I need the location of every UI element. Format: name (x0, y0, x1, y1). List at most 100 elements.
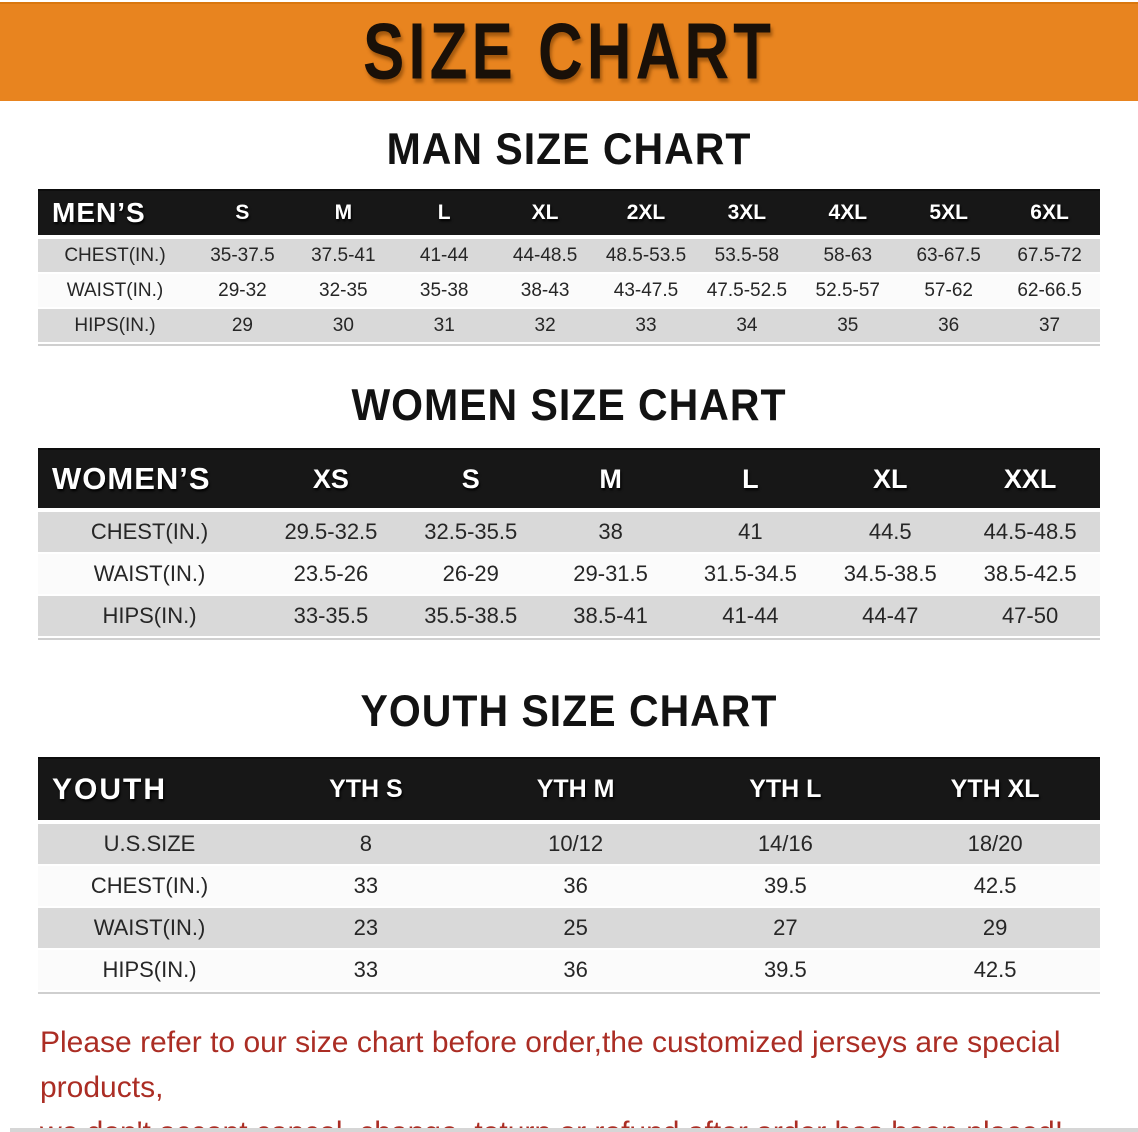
table-row: WAIST(IN.) 29-32 32-35 35-38 38-43 43-47.5 47.… (38, 274, 1100, 310)
cell-value: 38.5-42.5 (960, 554, 1100, 597)
column-header: 5XL (898, 189, 1000, 240)
banner: SIZE CHART (0, 2, 1138, 101)
row-label: HIPS(IN.) (38, 309, 192, 345)
table-row: CHEST(IN.) 35-37.5 37.5-41 41-44 44-48.5 48.5… (38, 239, 1100, 275)
page-title: SIZE CHART (363, 8, 775, 97)
cell-value: 43-47.5 (595, 274, 697, 310)
women-size-table: WOMEN’S XS S M L XL XXL CHEST(IN.) 29.5-32.5 32.5… (38, 448, 1100, 641)
women-section-heading: WOMEN SIZE CHART (351, 380, 787, 430)
cell-value: 29-32 (191, 274, 293, 310)
cell-value: 44-48.5 (494, 239, 596, 275)
column-header: 2XL (595, 189, 697, 240)
cell-value: 33 (261, 950, 471, 993)
cell-value: 67.5-72 (999, 239, 1100, 275)
table-group-label: WOMEN’S (38, 448, 262, 513)
table-header-row: WOMEN’S XS S M L XL XXL (38, 448, 1100, 513)
men-size-table: MEN’S S M L XL 2XL 3XL 4XL 5XL 6XL CHEST(IN.) 35-37… (38, 189, 1100, 347)
cell-value: 41-44 (393, 239, 495, 275)
cell-value: 32 (494, 309, 596, 345)
cell-value: 42.5 (890, 950, 1100, 993)
cell-value: 37.5-41 (292, 239, 394, 275)
row-label: HIPS(IN.) (38, 950, 262, 993)
column-header: XS (261, 448, 401, 513)
cell-value: 32-35 (292, 274, 394, 310)
column-header: 6XL (999, 189, 1100, 240)
table-row: CHEST(IN.) 29.5-32.5 32.5-35.5 38 41 44.5 44.5… (38, 512, 1100, 555)
cell-value: 31.5-34.5 (680, 554, 821, 597)
cell-value: 52.5-57 (797, 274, 899, 310)
table-row: WAIST(IN.) 23 25 27 29 (38, 908, 1100, 951)
cell-value: 34.5-38.5 (820, 554, 961, 597)
table-group-label: YOUTH (38, 757, 262, 825)
cell-value: 18/20 (890, 824, 1100, 867)
row-label: U.S.SIZE (38, 824, 262, 867)
cell-value: 29 (890, 908, 1100, 951)
cell-value: 33 (595, 309, 697, 345)
section-women: WOMEN SIZE CHART WOMEN’S XS S M L XL XXL CHEST(… (0, 380, 1138, 641)
section-youth: YOUTH SIZE CHART YOUTH YTH S YTH M YTH L YTH… (0, 686, 1138, 995)
disclaimer: Please refer to our size chart before or… (0, 1020, 1138, 1132)
row-label: WAIST(IN.) (38, 554, 262, 597)
column-header: L (393, 189, 495, 240)
row-label: WAIST(IN.) (38, 908, 262, 951)
cell-value: 14/16 (680, 824, 891, 867)
cell-value: 36 (470, 866, 681, 909)
table-row: HIPS(IN.) 33 36 39.5 42.5 (38, 950, 1100, 993)
cell-value: 8 (261, 824, 471, 867)
cell-value: 63-67.5 (898, 239, 1000, 275)
youth-section-heading: YOUTH SIZE CHART (360, 686, 778, 737)
column-header: XL (820, 448, 961, 513)
cell-value: 32.5-35.5 (400, 512, 541, 555)
cell-value: 33-35.5 (261, 596, 401, 639)
table-row: HIPS(IN.) 29 30 31 32 33 34 35 36 37 (38, 309, 1100, 345)
cell-value: 34 (696, 309, 798, 345)
column-header: 3XL (696, 189, 798, 240)
column-header: S (191, 189, 293, 240)
table-header-row: YOUTH YTH S YTH M YTH L YTH XL (38, 757, 1100, 825)
cell-value: 38 (540, 512, 681, 555)
men-section-heading: MAN SIZE CHART (386, 124, 752, 174)
row-label: CHEST(IN.) (38, 239, 192, 275)
column-header: YTH M (470, 757, 681, 825)
cell-value: 36 (470, 950, 681, 993)
cell-value: 31 (393, 309, 495, 345)
cell-value: 35-37.5 (191, 239, 293, 275)
cell-value: 53.5-58 (696, 239, 798, 275)
cell-value: 44.5 (820, 512, 961, 555)
cell-value: 30 (292, 309, 394, 345)
row-label: CHEST(IN.) (38, 866, 262, 909)
bottom-strip (10, 1128, 1138, 1132)
cell-value: 58-63 (797, 239, 899, 275)
column-header: YTH S (261, 757, 471, 825)
cell-value: 48.5-53.5 (595, 239, 697, 275)
cell-value: 47-50 (960, 596, 1100, 639)
cell-value: 57-62 (898, 274, 1000, 310)
column-header: S (400, 448, 541, 513)
cell-value: 26-29 (400, 554, 541, 597)
cell-value: 36 (898, 309, 1000, 345)
cell-value: 62-66.5 (999, 274, 1100, 310)
table-row: U.S.SIZE 8 10/12 14/16 18/20 (38, 824, 1100, 867)
cell-value: 29-31.5 (540, 554, 681, 597)
row-label: HIPS(IN.) (38, 596, 262, 639)
column-header: M (292, 189, 394, 240)
table-row: WAIST(IN.) 23.5-26 26-29 29-31.5 31.5-34.5 34… (38, 554, 1100, 597)
cell-value: 35 (797, 309, 899, 345)
cell-value: 39.5 (680, 866, 891, 909)
cell-value: 41 (680, 512, 821, 555)
table-header-row: MEN’S S M L XL 2XL 3XL 4XL 5XL 6XL (38, 189, 1100, 240)
cell-value: 37 (999, 309, 1100, 345)
column-header: YTH L (680, 757, 891, 825)
disclaimer-line-1: Please refer to our size chart before or… (40, 1026, 1061, 1105)
cell-value: 42.5 (890, 866, 1100, 909)
column-header: M (540, 448, 681, 513)
cell-value: 25 (470, 908, 681, 951)
column-header: XL (494, 189, 596, 240)
row-label: CHEST(IN.) (38, 512, 262, 555)
section-men: MAN SIZE CHART MEN’S S M L XL 2XL 3XL 4XL 5XL 6XL… (0, 124, 1138, 347)
cell-value: 47.5-52.5 (696, 274, 798, 310)
cell-value: 33 (261, 866, 471, 909)
cell-value: 44-47 (820, 596, 961, 639)
cell-value: 35-38 (393, 274, 495, 310)
